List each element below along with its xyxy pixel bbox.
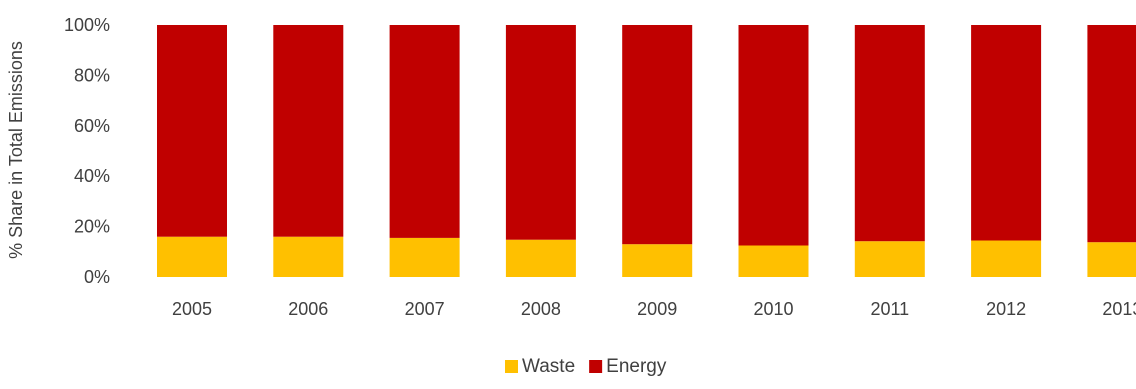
x-tick-label: 2006 xyxy=(288,299,328,319)
y-axis-ticks: 0% 20% 40% 60% 80% 100% xyxy=(64,15,110,287)
x-tick-label: 2011 xyxy=(870,299,909,319)
bars xyxy=(157,25,1136,277)
bar-waste-2009 xyxy=(622,244,693,277)
x-tick-label: 2007 xyxy=(405,299,445,319)
bar-energy-2007 xyxy=(389,25,460,238)
x-tick-label: 2008 xyxy=(521,299,561,319)
x-tick-label: 2013 xyxy=(1102,299,1136,319)
bar-waste-2005 xyxy=(157,236,227,277)
bar-waste-2013 xyxy=(1087,242,1136,277)
bar-energy-2006 xyxy=(273,25,344,237)
y-axis-title: % Share in Total Emissions xyxy=(6,41,26,259)
bar-waste-2010 xyxy=(738,245,809,277)
x-tick-label: 2005 xyxy=(172,299,212,319)
x-axis-ticks: 2005 2006 2007 2008 2009 2010 2011 2012 2013 xyxy=(172,299,1136,319)
bar-energy-2005 xyxy=(157,25,227,237)
bar-waste-2006 xyxy=(273,236,344,277)
y-tick-label: 0% xyxy=(84,267,110,287)
legend: Waste Energy xyxy=(505,356,667,377)
x-tick-label: 2012 xyxy=(986,299,1026,319)
legend-swatch-energy xyxy=(589,360,603,373)
legend-label-energy: Energy xyxy=(606,356,667,377)
legend-label-waste: Waste xyxy=(522,356,575,377)
x-tick-label: 2010 xyxy=(753,299,793,319)
bar-energy-2011 xyxy=(854,25,925,242)
bar-energy-2013 xyxy=(1087,25,1136,243)
x-tick-label: 2009 xyxy=(637,299,677,319)
bar-energy-2012 xyxy=(971,25,1042,241)
bar-waste-2012 xyxy=(971,240,1042,277)
y-tick-label: 40% xyxy=(74,166,110,186)
bar-waste-2011 xyxy=(854,241,925,277)
y-tick-label: 20% xyxy=(74,217,110,237)
y-tick-label: 100% xyxy=(64,15,110,35)
legend-swatch-waste xyxy=(505,360,518,373)
bar-energy-2008 xyxy=(505,25,576,240)
bar-waste-2007 xyxy=(389,237,460,277)
bar-energy-2009 xyxy=(622,25,693,245)
bar-waste-2008 xyxy=(505,239,576,277)
y-tick-label: 60% xyxy=(74,116,110,136)
y-tick-label: 80% xyxy=(74,65,110,85)
bar-energy-2010 xyxy=(738,25,809,246)
